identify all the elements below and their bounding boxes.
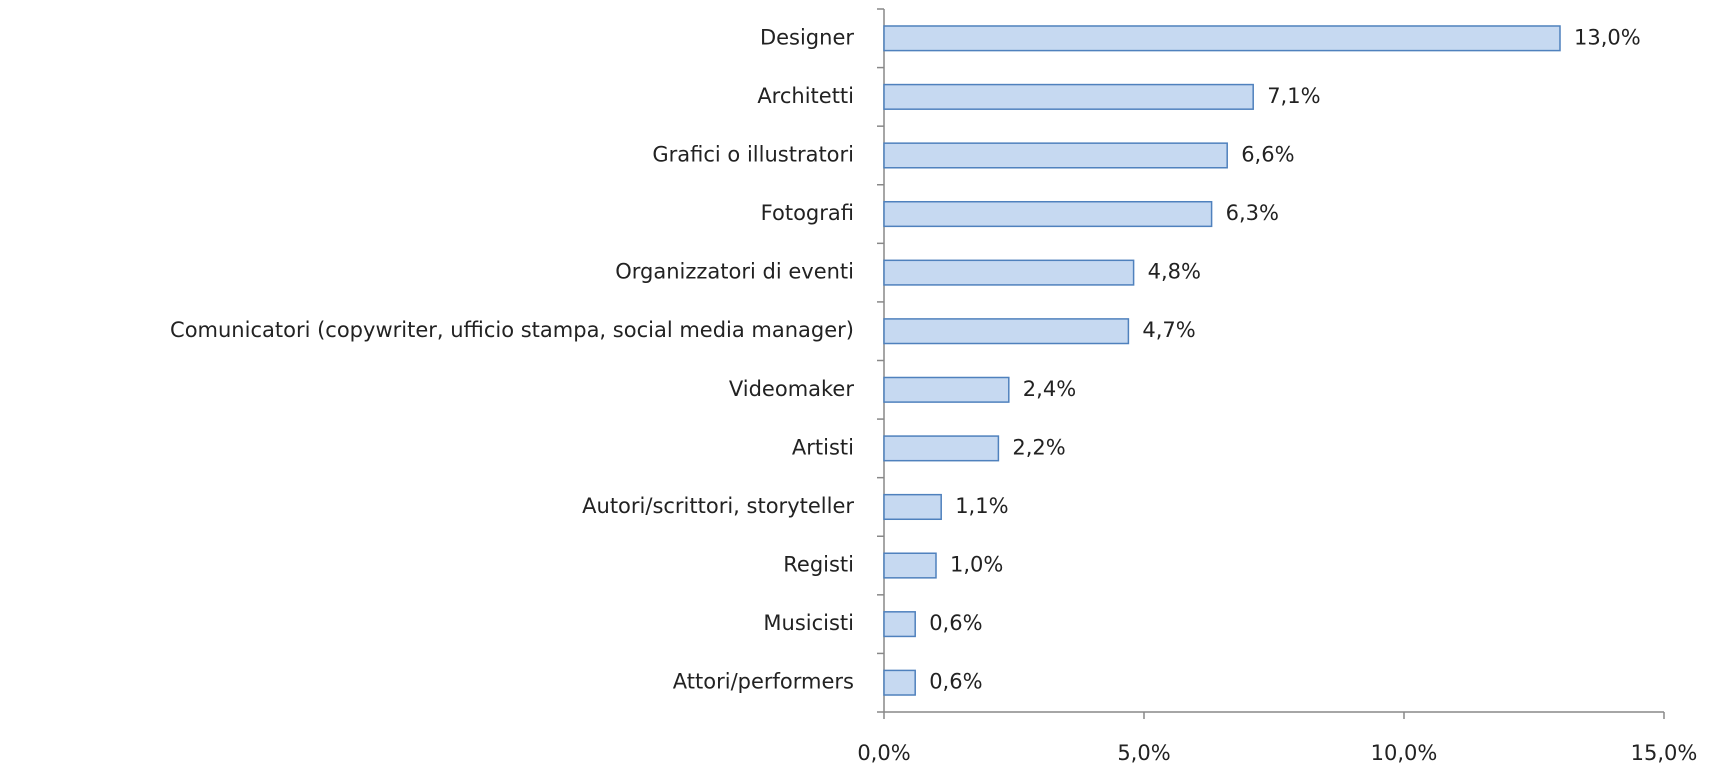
value-label: 6,3% — [1226, 201, 1279, 225]
value-label: 2,4% — [1023, 377, 1076, 401]
value-label: 7,1% — [1267, 84, 1320, 108]
bar — [883, 318, 1130, 345]
bar — [883, 142, 1228, 169]
x-tick-label: 15,0% — [1631, 741, 1698, 765]
bar — [883, 83, 1254, 110]
category-label: Videomaker — [729, 377, 854, 401]
bar — [883, 552, 937, 579]
value-label: 4,7% — [1142, 318, 1195, 342]
category-label: Musicisti — [763, 611, 854, 635]
value-label: 2,2% — [1012, 435, 1065, 459]
bar — [883, 259, 1135, 286]
category-label: Grafici o illustratori — [652, 142, 854, 166]
x-tick-label: 0,0% — [857, 741, 910, 765]
bar — [883, 435, 1000, 462]
x-tick-label: 5,0% — [1117, 741, 1170, 765]
category-label: Comunicatori (copywriter, ufficio stampa… — [170, 318, 854, 342]
category-label: Designer — [760, 25, 854, 49]
category-label: Fotografi — [761, 201, 854, 225]
category-label: Architetti — [757, 84, 854, 108]
value-label: 0,6% — [929, 611, 982, 635]
category-label: Organizzatori di eventi — [615, 260, 854, 284]
category-label: Registi — [783, 553, 854, 577]
bar — [883, 376, 1010, 403]
bar — [883, 611, 916, 638]
bar — [883, 669, 916, 696]
value-label: 6,6% — [1241, 142, 1294, 166]
value-label: 1,0% — [950, 553, 1003, 577]
value-label: 0,6% — [929, 670, 982, 694]
category-label: Autori/scrittori, storyteller — [582, 494, 854, 518]
bar — [883, 493, 942, 521]
bar — [883, 25, 1561, 52]
category-label: Attori/performers — [673, 670, 854, 694]
value-label: 13,0% — [1574, 25, 1641, 49]
x-tick-label: 10,0% — [1371, 741, 1438, 765]
category-label: Artisti — [792, 435, 854, 459]
bar — [883, 200, 1213, 228]
value-label: 1,1% — [955, 494, 1008, 518]
value-label: 4,8% — [1148, 260, 1201, 284]
